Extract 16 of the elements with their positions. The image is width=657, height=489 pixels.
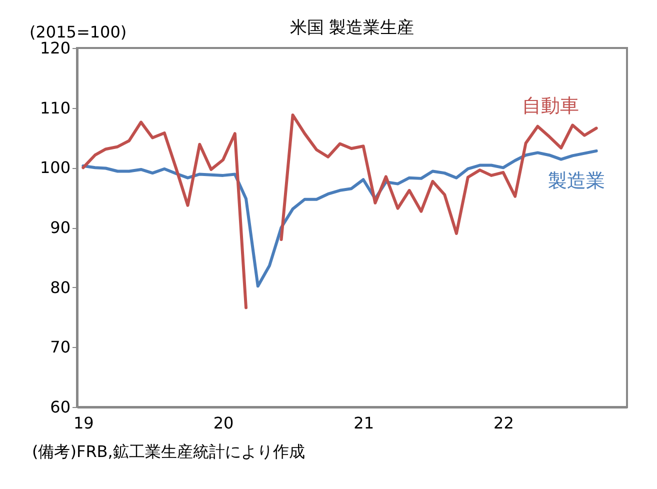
y-tick-label: 70	[50, 338, 70, 357]
y-tick-label: 90	[50, 218, 70, 237]
x-tick-label: 22	[494, 414, 514, 432]
y-tick-label: 120	[40, 38, 70, 58]
y-tick-label: 80	[50, 278, 70, 297]
x-tick-label: 21	[354, 414, 374, 432]
chart-title: 米国 製造業生産	[290, 18, 414, 38]
y-tick-label: 100	[40, 158, 70, 178]
series-label: 自動車	[522, 95, 579, 118]
y-tick-label: 60	[50, 398, 70, 416]
y-tick-label: 110	[40, 98, 70, 118]
x-tick-label: 20	[213, 414, 234, 432]
series-label: 製造業	[548, 170, 605, 192]
x-tick-label: 19	[73, 414, 94, 432]
text: (備考)FRB,鉱工業生産統計により作成	[32, 442, 305, 461]
y-axis-title: (2015=100)	[30, 22, 127, 42]
